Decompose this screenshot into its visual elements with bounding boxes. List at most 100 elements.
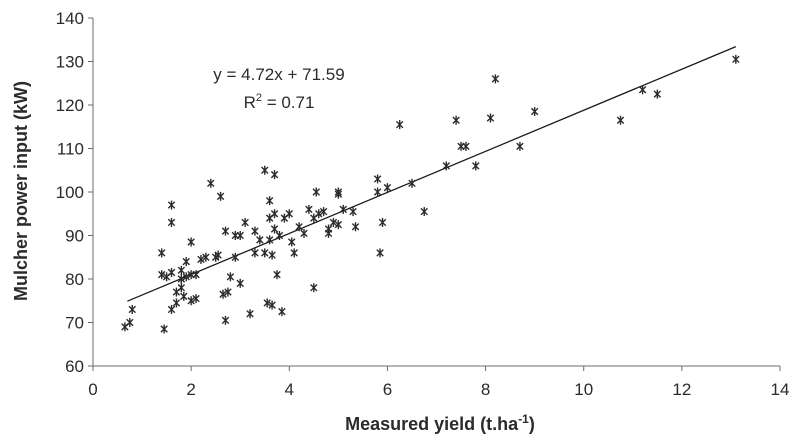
data-point — [516, 141, 524, 151]
data-point — [732, 54, 740, 64]
data-point — [288, 237, 296, 247]
data-point — [231, 252, 240, 262]
data-point — [491, 74, 500, 84]
trendline-group — [127, 46, 737, 302]
data-point — [128, 304, 136, 314]
y-tick-label: 100 — [56, 183, 84, 202]
r-squared-superscript: 2 — [256, 92, 262, 104]
data-point — [187, 296, 195, 306]
data-point — [121, 322, 129, 332]
data-point — [268, 250, 276, 260]
x-tick-label: 10 — [574, 380, 593, 399]
x-axis-title-main: Measured yield (t.ha — [345, 414, 519, 434]
data-point — [376, 248, 384, 258]
data-point — [167, 304, 176, 314]
data-points — [121, 54, 740, 334]
r-squared-prefix: R — [244, 93, 256, 112]
data-point — [314, 209, 323, 219]
data-point — [452, 115, 460, 125]
data-point — [177, 265, 186, 275]
data-point — [256, 235, 264, 245]
data-point — [278, 307, 286, 317]
data-point — [182, 272, 190, 282]
data-point — [167, 217, 176, 227]
data-point — [270, 209, 279, 219]
data-point — [251, 226, 259, 236]
data-point — [251, 248, 259, 258]
data-point — [270, 170, 279, 180]
data-point — [224, 287, 232, 297]
data-point — [241, 217, 249, 227]
data-point — [290, 248, 298, 258]
data-point — [270, 224, 279, 234]
data-point — [202, 252, 210, 262]
data-point — [373, 174, 382, 184]
data-point — [177, 283, 186, 293]
data-point — [219, 289, 227, 299]
r-squared-value: = 0.71 — [262, 93, 314, 112]
x-tick-label: 8 — [481, 380, 490, 399]
data-point — [378, 217, 387, 227]
data-point — [442, 161, 451, 171]
x-axis-title-superscript: -1 — [518, 412, 529, 426]
data-point — [530, 107, 539, 117]
data-point — [638, 85, 647, 95]
data-point — [268, 300, 276, 310]
data-point — [312, 187, 321, 197]
data-point — [329, 217, 338, 227]
data-point — [408, 178, 416, 188]
data-point — [172, 287, 181, 297]
data-point — [261, 165, 269, 175]
data-point — [192, 294, 200, 304]
y-tick-label: 70 — [65, 314, 84, 333]
data-point — [265, 213, 274, 223]
data-point — [126, 318, 134, 327]
data-point — [472, 161, 480, 171]
x-tick-label: 4 — [285, 380, 294, 399]
data-point — [285, 209, 294, 219]
data-point — [616, 115, 625, 125]
data-point — [216, 191, 225, 201]
data-point — [339, 204, 347, 214]
data-point — [192, 270, 200, 280]
data-point — [265, 235, 274, 245]
data-point — [221, 315, 230, 325]
data-point — [221, 226, 230, 236]
data-point — [172, 298, 181, 308]
x-axis-title: Measured yield (t.ha-1) — [345, 412, 535, 434]
data-point — [167, 267, 176, 277]
data-point — [275, 231, 284, 240]
x-tick-label: 12 — [672, 380, 691, 399]
data-point — [214, 250, 222, 260]
axes: 60 70 80 90 100 110 120 130 140 0 2 4 6 8 10 12 14 — [56, 9, 790, 399]
y-tick-label: 110 — [57, 140, 84, 159]
data-point — [157, 248, 166, 258]
data-point — [334, 220, 343, 230]
x-tick-label: 0 — [88, 380, 97, 399]
data-point — [157, 270, 166, 280]
y-tick-label: 140 — [56, 9, 84, 28]
data-point — [462, 141, 470, 151]
y-axis-title: Mulcher power input (kW) — [11, 81, 31, 301]
data-point — [420, 207, 428, 217]
y-tick-label: 120 — [56, 96, 84, 115]
data-point — [334, 189, 343, 199]
data-point — [236, 278, 244, 288]
labels: y = 4.72x + 71.59 R2 = 0.71 Measured yie… — [11, 65, 535, 434]
y-tick-label: 90 — [65, 227, 84, 246]
data-point — [486, 113, 495, 123]
data-point — [265, 196, 274, 206]
x-tick-label: 14 — [771, 380, 790, 399]
data-point — [207, 178, 215, 188]
y-tick-label: 130 — [56, 53, 84, 72]
data-point — [319, 207, 328, 217]
data-point — [300, 228, 308, 238]
data-point — [226, 272, 235, 282]
data-point — [261, 248, 269, 258]
data-point — [373, 187, 382, 197]
r-squared-label: R2 = 0.71 — [244, 92, 315, 112]
data-point — [349, 207, 357, 217]
trendline — [127, 46, 737, 302]
